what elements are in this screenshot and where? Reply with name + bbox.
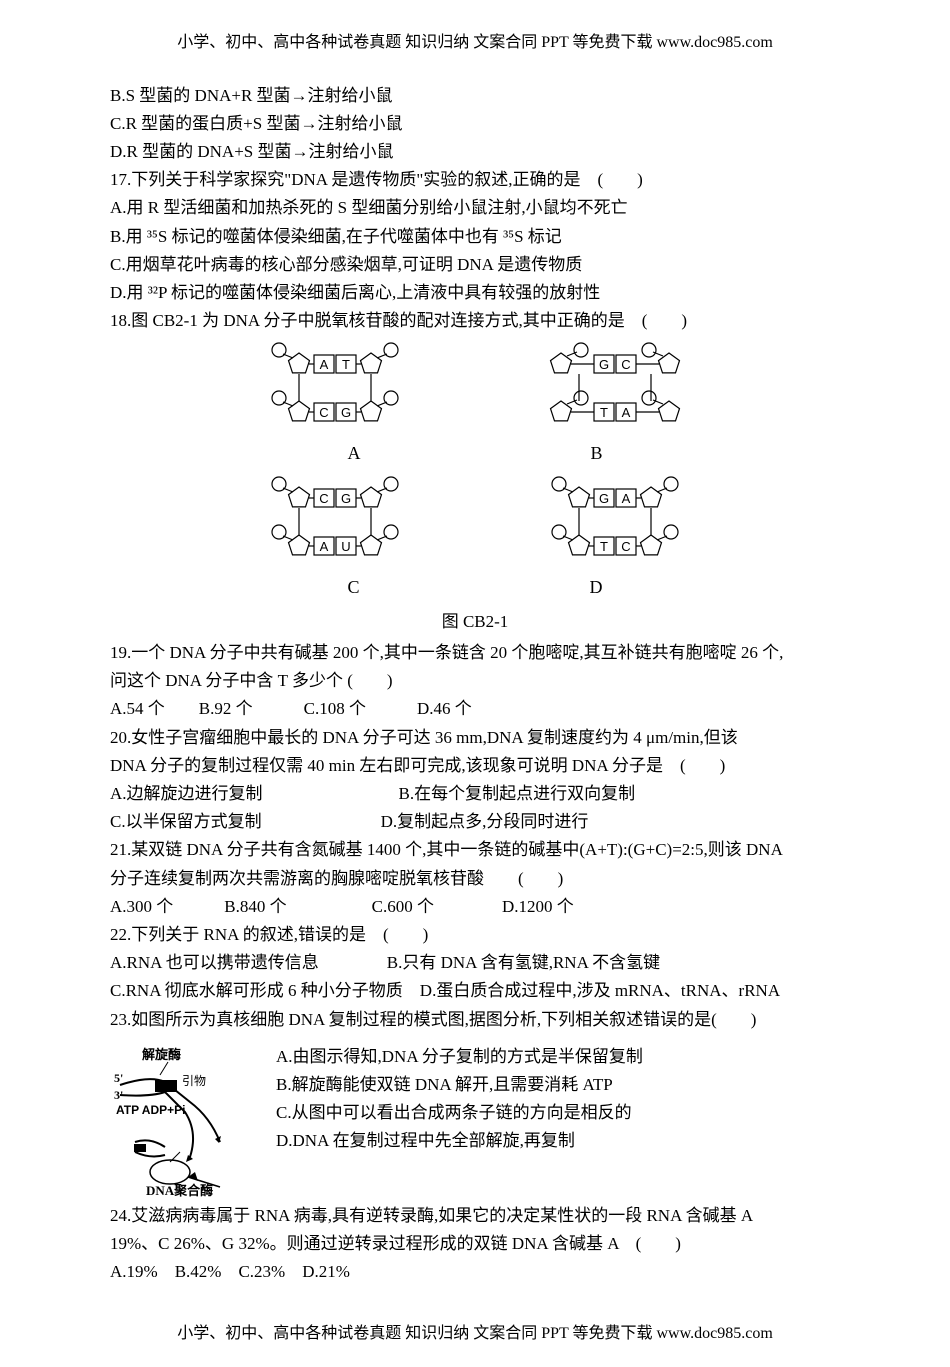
q17-option-a: A.用 R 型活细菌和加热杀死的 S 型细菌分别给小鼠注射,小鼠均不死亡 (110, 194, 840, 221)
q20-options-2: C.以半保留方式复制 D.复制起点多,分段同时进行 (110, 808, 840, 835)
document-body: B.S 型菌的 DNA+R 型菌→注射给小鼠 C.R 型菌的蛋白质+S 型菌→注… (0, 76, 950, 1292)
svg-text:G: G (599, 357, 609, 372)
option-c: C.R 型菌的蛋白质+S 型菌→注射给小鼠 (110, 110, 840, 137)
q17-option-b: B.用 ³⁵S 标记的噬菌体侵染细菌,在子代噬菌体中也有 ³⁵S 标记 (110, 223, 840, 250)
diagram-a: AT CG (255, 342, 415, 437)
svg-text:引物: 引物 (182, 1074, 206, 1088)
svg-text:C: C (319, 405, 328, 420)
svg-text:T: T (600, 539, 608, 554)
diagram-labels-1: A B (110, 439, 840, 468)
q21-options: A.300 个 B.840 个 C.600 个 D.1200 个 (110, 893, 840, 920)
question-22: 22.下列关于 RNA 的叙述,错误的是 ( ) (110, 921, 840, 948)
svg-text:ATP ADP+Pi: ATP ADP+Pi (116, 1103, 185, 1117)
q22-options-2: C.RNA 彻底水解可形成 6 种小分子物质 D.蛋白质合成过程中,涉及 mRN… (110, 977, 840, 1004)
question-21b: 分子连续复制两次共需游离的胸腺嘧啶脱氧核苷酸 ( ) (110, 865, 840, 892)
question-24b: 19%、C 26%、G 32%。则通过逆转录过程形成的双链 DNA 含碱基 A … (110, 1230, 840, 1257)
svg-text:A: A (320, 357, 329, 372)
svg-text:T: T (342, 357, 350, 372)
option-b: B.S 型菌的 DNA+R 型菌→注射给小鼠 (110, 82, 840, 109)
label-c: C (347, 573, 359, 602)
question-21: 21.某双链 DNA 分子共有含氮碱基 1400 个,其中一条链的碱基中(A+T… (110, 836, 840, 863)
svg-text:A: A (320, 539, 329, 554)
question-20b: DNA 分子的复制过程仅需 40 min 左右即可完成,该现象可说明 DNA 分… (110, 752, 840, 779)
svg-text:C: C (621, 539, 630, 554)
q22-options-1: A.RNA 也可以携带遗传信息 B.只有 DNA 含有氢键,RNA 不含氢键 (110, 949, 840, 976)
question-23: 23.如图所示为真核细胞 DNA 复制过程的模式图,据图分析,下列相关叙述错误的… (110, 1006, 840, 1033)
svg-text:C: C (621, 357, 630, 372)
diagram-b: GC TA (535, 342, 695, 437)
diagram-c: CG AU (255, 476, 415, 571)
question-20: 20.女性子宫瘤细胞中最长的 DNA 分子可达 36 mm,DNA 复制速度约为… (110, 724, 840, 751)
q17-option-c: C.用烟草花叶病毒的核心部分感染烟草,可证明 DNA 是遗传物质 (110, 251, 840, 278)
svg-text:T: T (600, 405, 608, 420)
label-b: B (590, 439, 602, 468)
q20-options-1: A.边解旋边进行复制 B.在每个复制起点进行双向复制 (110, 780, 840, 807)
option-d: D.R 型菌的 DNA+S 型菌→注射给小鼠 (110, 138, 840, 165)
svg-text:G: G (599, 491, 609, 506)
label-d: D (590, 573, 603, 602)
label-a: A (347, 439, 360, 468)
q24-options: A.19% B.42% C.23% D.21% (110, 1258, 840, 1285)
svg-text:3': 3' (114, 1088, 123, 1102)
svg-text:DNA聚合酶: DNA聚合酶 (146, 1183, 213, 1197)
question-24: 24.艾滋病病毒属于 RNA 病毒,具有逆转录酶,如果它的决定某性状的一段 RN… (110, 1202, 840, 1229)
diagram-row-2: CGAU GATC (110, 476, 840, 571)
q19-options: A.54 个 B.92 个 C.108 个 D.46 个 (110, 695, 840, 722)
svg-text:U: U (341, 539, 350, 554)
svg-text:解旋酶: 解旋酶 (141, 1047, 181, 1062)
diagram-d: GA TC (535, 476, 695, 571)
diagram-labels-2: C D (110, 573, 840, 602)
diagram-row-1: ATCG GCTA (110, 342, 840, 437)
svg-text:5': 5' (114, 1071, 123, 1085)
question-17: 17.下列关于科学家探究"DNA 是遗传物质"实验的叙述,正确的是 ( ) (110, 166, 840, 193)
svg-text:G: G (341, 491, 351, 506)
svg-text:A: A (622, 491, 631, 506)
svg-text:G: G (341, 405, 351, 420)
question-18: 18.图 CB2-1 为 DNA 分子中脱氧核苷酸的配对连接方式,其中正确的是 … (110, 307, 840, 334)
svg-text:A: A (622, 405, 631, 420)
question-19: 19.一个 DNA 分子中共有碱基 200 个,其中一条链含 20 个胞嘧啶,其… (110, 639, 840, 666)
svg-text:C: C (319, 491, 328, 506)
figure-caption: 图 CB2-1 (110, 608, 840, 635)
page-footer: 小学、初中、高中各种试卷真题 知识归纳 文案合同 PPT 等免费下载 www.d… (0, 1291, 950, 1367)
question-19b: 问这个 DNA 分子中含 T 多少个 ( ) (110, 667, 840, 694)
dna-replication-figure: 解旋酶引物 5' 3'ATP ADP+Pi DNA聚合酶 (110, 1047, 260, 1197)
q17-option-d: D.用 ³²P 标记的噬菌体侵染细菌后离心,上清液中具有较强的放射性 (110, 279, 840, 306)
page-header: 小学、初中、高中各种试卷真题 知识归纳 文案合同 PPT 等免费下载 www.d… (0, 0, 950, 76)
